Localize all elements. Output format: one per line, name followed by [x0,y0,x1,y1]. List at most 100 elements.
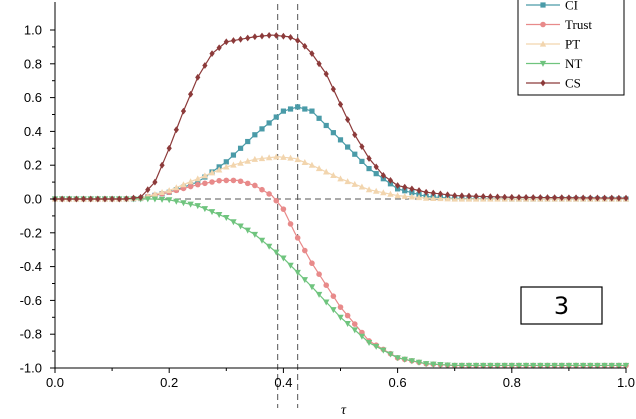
data-point-nt [437,362,444,369]
data-point-cs [145,186,151,194]
data-point-cs [166,144,172,152]
data-point-cs [88,195,94,203]
x-tick-label: 0.2 [160,375,178,390]
data-point-cs [59,195,65,203]
data-point-nt [144,196,151,203]
data-point-nt [451,362,458,369]
data-point-nt [615,362,623,369]
data-point-cs [109,195,115,203]
data-point-nt [323,299,330,306]
data-point-trust [266,191,272,197]
data-point-cs [295,37,301,44]
data-point-cs [587,194,593,202]
data-point-nt [458,362,466,369]
data-point-cs [66,195,72,203]
data-point-nt [237,223,244,230]
data-point-trust [244,180,251,187]
legend-label-trust: Trust [565,17,592,32]
data-point-nt [558,362,565,369]
data-point-trust [252,182,258,189]
data-point-cs [395,182,401,189]
data-point-cs [180,107,187,115]
y-tick-label: 1.0 [24,23,42,38]
data-point-nt [201,206,209,213]
data-point-nt [415,359,423,366]
data-point-pt [244,157,251,164]
data-point-nt [608,362,615,369]
data-point-cs [580,194,586,202]
data-point-cs [102,195,108,203]
legend-marker-ci [540,2,546,8]
data-point-trust [316,271,322,278]
data-point-cs [302,42,308,50]
data-point-nt [173,198,180,205]
data-point-ci [373,171,379,177]
data-point-cs [309,50,315,58]
y-tick-label: 0.2 [24,158,42,173]
data-point-cs [523,194,529,201]
data-point-nt [215,212,223,219]
panel-label: 3 [520,286,603,325]
data-point-cs [437,190,444,198]
data-point-nt [515,362,523,369]
data-point-nt [208,209,216,216]
data-point-pt [201,172,209,179]
data-point-ci [223,159,229,165]
data-point-cs [188,90,194,98]
data-point-trust [344,312,351,319]
data-point-nt [487,362,494,369]
data-point-cs [601,194,608,202]
data-point-cs [266,31,272,39]
data-point-cs [423,188,429,196]
data-point-cs [245,34,251,42]
data-point-cs [138,193,144,201]
data-point-pt [223,163,230,170]
data-point-ci [402,188,408,194]
legend-label-ci: CI [565,0,578,13]
data-point-nt [223,214,230,221]
data-point-nt [351,327,358,334]
data-point-nt [444,362,451,369]
data-point-pt [408,193,416,200]
series-cs [52,31,629,203]
data-point-cs [387,177,394,184]
data-point-cs [116,195,122,203]
y-tick-label: 0.4 [24,124,42,139]
data-point-cs [509,193,515,201]
data-point-nt [551,362,558,369]
data-point-nt [230,219,237,226]
data-point-cs [452,192,458,200]
data-point-ci [409,190,415,196]
data-point-cs [444,191,451,199]
data-point-nt [380,347,387,354]
data-point-nt [401,356,408,363]
x-tick-label: 1.0 [617,375,635,390]
legend: CI Trust PT NT CS [517,0,625,96]
data-point-nt [244,227,251,234]
data-point-cs [123,195,129,203]
legend-item-ci: CI [526,0,578,13]
data-point-pt [251,155,259,162]
data-point-cs [152,178,158,186]
data-point-cs [480,193,486,200]
y-tick-label: -1.0 [20,361,42,376]
data-point-cs [516,193,522,201]
data-point-pt [422,194,430,201]
y-tick-label: -0.2 [20,225,42,240]
data-point-pt [158,189,166,196]
data-point-cs [237,35,244,43]
data-point-nt [151,196,159,203]
data-point-nt [387,351,394,358]
data-point-pt [173,184,180,191]
data-point-pt [166,187,173,194]
legend-marker-pt [539,40,547,47]
data-point-cs [402,183,408,191]
legend-box [517,0,625,96]
data-point-nt [594,362,601,369]
data-point-pt [351,180,358,187]
data-point-ci [280,108,286,114]
data-point-nt [358,333,366,340]
data-point-ci [287,106,294,112]
data-point-cs [544,194,551,201]
